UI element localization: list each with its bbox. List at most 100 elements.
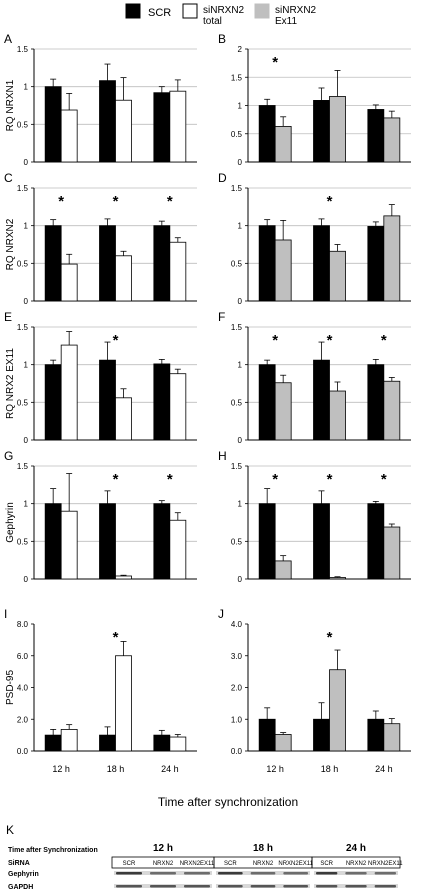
significance-marker: *	[58, 193, 64, 210]
wb-band	[184, 872, 210, 875]
bar-sinrxn2-ex11	[274, 560, 292, 580]
chart-panel-b: B 0 0.5 1 1.5 2 *	[218, 32, 411, 167]
y-tick-label: 0.5	[231, 537, 243, 546]
bar-sinrxn2-ex11	[329, 96, 346, 163]
y-tick-label: 2.0	[231, 684, 243, 693]
wb-lane-label: SCR	[123, 861, 136, 867]
y-tick-label: 1.5	[17, 462, 29, 471]
wb-band	[374, 872, 396, 875]
y-tick-label: 0.5	[17, 120, 29, 129]
x-tick-label: 12 h	[266, 764, 284, 774]
wb-sirna-title: SiRNA	[8, 860, 30, 867]
legend-label-line: Ex11	[275, 16, 297, 27]
bar-scr	[44, 86, 62, 163]
bar-sinrxn2-ex11	[383, 117, 401, 163]
bar-scr	[313, 718, 330, 752]
y-tick-label: 0.0	[17, 747, 29, 756]
bar-scr	[367, 718, 385, 752]
y-tick-label: 0	[24, 297, 29, 306]
panel-letter-k: K	[6, 823, 14, 837]
y-tick-label: 1.5	[231, 323, 243, 332]
chart-panel-h: H 0 0.5 1 1.5 * * *	[218, 449, 411, 584]
bar-scr	[99, 80, 116, 163]
bar-sinrxn2-ex11	[329, 669, 346, 752]
y-tick-label: 4.0	[231, 620, 243, 629]
panel-letter: J	[218, 607, 224, 621]
x-tick-label: 24 h	[161, 764, 179, 774]
y-axis-label: RQ NRXN2	[5, 218, 16, 270]
wb-band	[345, 872, 367, 875]
bar-scr	[367, 226, 385, 302]
bar-scr	[153, 363, 171, 441]
bar-sinrxn2-total	[115, 397, 132, 441]
y-tick-label: 0.5	[231, 259, 243, 268]
wb-lane-label: SCR	[224, 861, 237, 867]
wb-band	[150, 885, 176, 888]
bar-scr	[258, 225, 276, 302]
wb-band	[250, 872, 276, 875]
wb-lane-label: NRXN2	[253, 861, 274, 867]
wb-band	[218, 872, 243, 875]
bar-scr	[258, 503, 276, 580]
bar-scr	[313, 359, 330, 441]
wb-band	[316, 872, 338, 875]
significance-marker: *	[167, 471, 173, 488]
y-tick-label: 0	[238, 436, 243, 445]
wb-lane-box	[311, 856, 401, 869]
panel-letter: H	[218, 449, 227, 463]
chart-panel-c: C 0 0.5 1 1.5 RQ NRXN2 * * *	[4, 171, 197, 306]
wb-band	[184, 885, 210, 888]
bar-sinrxn2-ex11	[274, 239, 292, 302]
bar-panels: A 0 0.5 1 1.5 RQ NRXN1 B 0 0.5 1 1.5 2 * C 0 0.5 1 1.5 RQ …	[4, 32, 411, 774]
bar-scr	[367, 364, 385, 441]
bar-scr	[367, 109, 385, 163]
y-tick-label: 0.5	[17, 398, 29, 407]
wb-lane-label: NRXN2EX11	[368, 861, 403, 867]
x-tick-label: 12 h	[52, 764, 70, 774]
y-tick-label: 1	[238, 102, 243, 111]
wb-band	[218, 885, 243, 888]
y-tick-label: 8.0	[17, 620, 29, 629]
y-tick-label: 0	[24, 158, 29, 167]
legend-swatch-sinrxn2-total	[182, 3, 198, 19]
bar-scr	[99, 225, 116, 302]
legend-label-line: total	[203, 16, 222, 27]
bar-sinrxn2-total	[60, 109, 78, 163]
bar-scr	[258, 364, 276, 441]
bar-scr	[153, 92, 171, 163]
wb-band	[283, 872, 308, 875]
bar-scr	[367, 503, 385, 580]
y-tick-label: 6.0	[17, 652, 29, 661]
bar-sinrxn2-total	[60, 729, 78, 752]
bar-sinrxn2-ex11	[274, 382, 292, 441]
bar-sinrxn2-total	[169, 241, 187, 302]
significance-marker: *	[381, 471, 387, 488]
legend-label-scr: SCR	[148, 7, 171, 19]
wb-band	[374, 885, 396, 888]
panel-letter: D	[218, 171, 227, 185]
significance-marker: *	[167, 193, 173, 210]
y-tick-label: 0.5	[231, 398, 243, 407]
bar-scr	[153, 503, 171, 580]
chart-panel-d: D 0 0.5 1 1.5 *	[218, 171, 411, 306]
bar-sinrxn2-total	[115, 99, 132, 163]
bar-scr	[153, 225, 171, 302]
significance-marker: *	[113, 471, 119, 488]
y-axis-label: PSD-95	[5, 670, 16, 705]
bar-sinrxn2-total	[169, 90, 187, 163]
y-tick-label: 0	[238, 158, 243, 167]
y-tick-label: 1	[24, 500, 29, 509]
bar-sinrxn2-ex11	[383, 380, 401, 441]
panel-letter: G	[4, 449, 13, 463]
panel-letter: E	[4, 310, 12, 324]
bar-scr	[44, 503, 62, 580]
wb-band	[345, 885, 367, 888]
y-tick-label: 0	[24, 436, 29, 445]
wb-time-label: 12 h	[153, 843, 173, 854]
legend-label-sinrxn2-total: siNRXN2 total	[203, 5, 245, 27]
bar-scr	[99, 503, 116, 580]
y-tick-label: 0.0	[231, 747, 243, 756]
bar-sinrxn2-total	[115, 255, 132, 302]
y-tick-label: 1	[24, 222, 29, 231]
